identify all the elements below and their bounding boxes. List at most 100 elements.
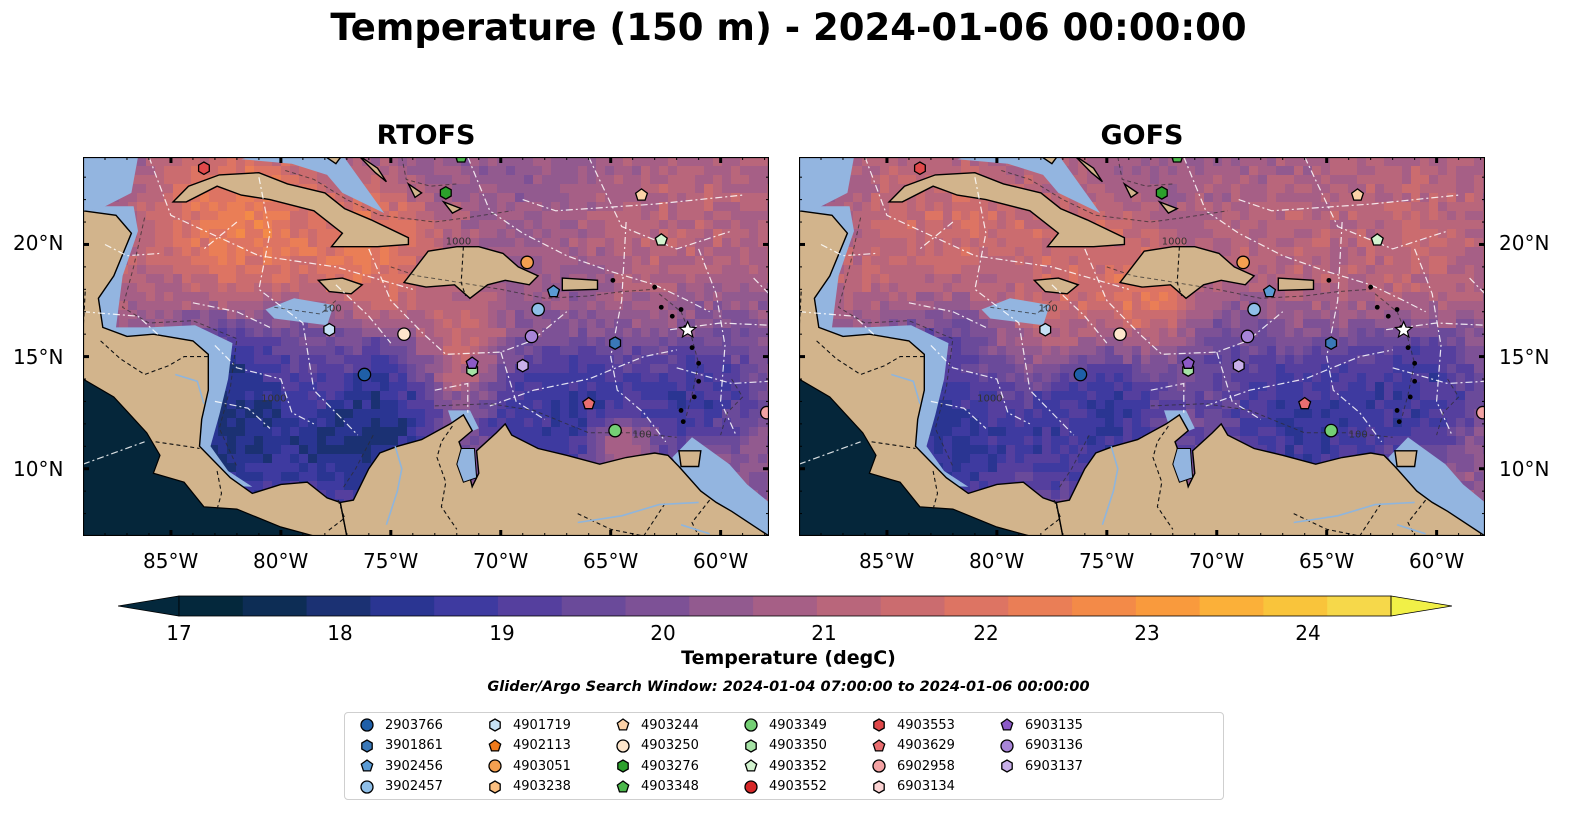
land-bahamas2	[1075, 157, 1103, 183]
legend-entry: 6903135	[999, 715, 1083, 735]
colorbar-segment	[1327, 596, 1392, 616]
eez-boundary	[799, 441, 861, 465]
float-marker-4903629	[582, 396, 596, 410]
x-tick-label: 60°W	[1409, 549, 1465, 573]
island	[696, 378, 702, 384]
legend-marker	[360, 759, 374, 772]
float-marker-6903135	[465, 356, 479, 369]
pacific-ocean	[799, 378, 1031, 536]
bathymetry-contour	[434, 403, 677, 438]
lake-maracaibo	[1172, 448, 1194, 483]
legend-label: 4903629	[897, 738, 955, 753]
colorbar-label: Temperature (degC)	[681, 647, 896, 669]
bathymetry-contour	[390, 266, 655, 299]
legend-marker-pentagon-icon	[744, 759, 758, 772]
lake-maracaibo	[456, 448, 478, 483]
legend-label: 4902113	[513, 738, 571, 753]
float-marker-4903348	[455, 157, 468, 163]
map-gofs: 1000 100 100 1000	[799, 157, 1485, 536]
country-border	[100, 340, 211, 376]
legend-entry: 6903137	[999, 756, 1083, 776]
island	[1405, 345, 1411, 351]
colorbar-segment	[561, 596, 627, 616]
y-tick-label: 15°N	[1499, 345, 1550, 369]
shallow-shelf	[981, 298, 1050, 326]
land-south	[1055, 413, 1485, 536]
eez-boundary	[1238, 194, 1459, 212]
bathymetry-contour	[1106, 266, 1371, 299]
legend-label: 3902457	[385, 779, 443, 794]
colorbar-segment	[1199, 596, 1265, 616]
island	[652, 284, 658, 290]
contour-label: 1000	[446, 236, 471, 247]
float-marker-4903629	[1298, 396, 1312, 410]
legend-label: 4901719	[513, 717, 571, 733]
colorbar-tick-label: 19	[489, 621, 515, 645]
contour-label: 1000	[1162, 236, 1187, 247]
gulf-shelf	[83, 157, 138, 211]
eez-boundary	[522, 194, 743, 212]
float-marker-6903136	[524, 329, 539, 344]
float-marker-4903250	[1113, 327, 1127, 342]
legend-label: 4903250	[641, 738, 699, 753]
bathymetry-contour	[990, 300, 1053, 315]
shallow-shelf	[957, 157, 1101, 214]
legend-marker-pentagon-icon	[360, 759, 374, 772]
legend-marker-circle-icon	[744, 718, 758, 732]
colorbar-segment	[816, 596, 882, 616]
legend-entry: 3901861	[359, 736, 443, 756]
legend-label: 4903051	[513, 758, 571, 774]
legend-marker-circle-icon	[1000, 738, 1014, 753]
legend-entry: 4903629	[871, 736, 955, 756]
country-border	[1176, 246, 1183, 297]
land-trinidad	[1394, 450, 1418, 468]
float-marker-3902457	[531, 302, 545, 317]
eez-boundary	[203, 221, 238, 250]
legend-entry: 4903244	[615, 715, 699, 735]
legend-marker-hexagon-icon	[873, 718, 885, 732]
colorbar	[117, 593, 1453, 619]
float-marker-6902958	[759, 405, 769, 420]
country-border	[460, 246, 467, 297]
island	[1412, 378, 1418, 384]
contour-label: 1000	[261, 393, 286, 404]
land-jamaica	[316, 277, 364, 295]
legend-marker-pentagon-icon	[872, 738, 886, 752]
colorbar-tick-label: 17	[166, 621, 192, 645]
panel-title-rtofs: RTOFS	[376, 120, 476, 151]
legend-marker	[489, 779, 501, 794]
float-marker-3902456	[1262, 284, 1277, 298]
legend-marker-hexagon-icon	[361, 738, 373, 753]
river	[680, 524, 710, 535]
legend-marker	[488, 738, 502, 752]
island	[696, 360, 702, 366]
contour-label: 100	[1349, 429, 1368, 440]
y-tick-label: 15°N	[13, 345, 64, 369]
colorbar-segment	[753, 596, 818, 616]
legend-marker-hexagon-icon	[489, 779, 501, 794]
eez-boundary	[258, 177, 359, 436]
colorbar-segment	[497, 596, 563, 616]
river	[1101, 446, 1119, 526]
river	[577, 501, 699, 524]
star-marker	[677, 320, 698, 339]
eez-boundary	[434, 382, 469, 413]
land-puertorico	[561, 277, 599, 292]
eez-boundary	[1392, 367, 1485, 385]
float-marker-6903135	[1181, 356, 1195, 369]
x-tick-label: 65°W	[583, 549, 639, 573]
legend-label: 4903276	[641, 758, 699, 774]
legend-marker-circle-icon	[872, 759, 886, 773]
bathymetry-contour	[401, 157, 457, 187]
legend-marker	[1000, 718, 1014, 731]
bathymetry-contour	[285, 170, 512, 223]
float-marker-4903250	[397, 327, 411, 342]
legend-marker	[488, 759, 502, 773]
legend-marker-circle-icon	[616, 738, 630, 753]
shallow-shelf	[265, 298, 334, 326]
legend-entry: 4901719	[487, 715, 571, 735]
colorbar-tick-label: 23	[1134, 621, 1160, 645]
colorbar-segment	[1263, 596, 1328, 616]
legend-entry: 4903250	[615, 736, 699, 756]
colorbar-tick-label: 18	[327, 621, 353, 645]
